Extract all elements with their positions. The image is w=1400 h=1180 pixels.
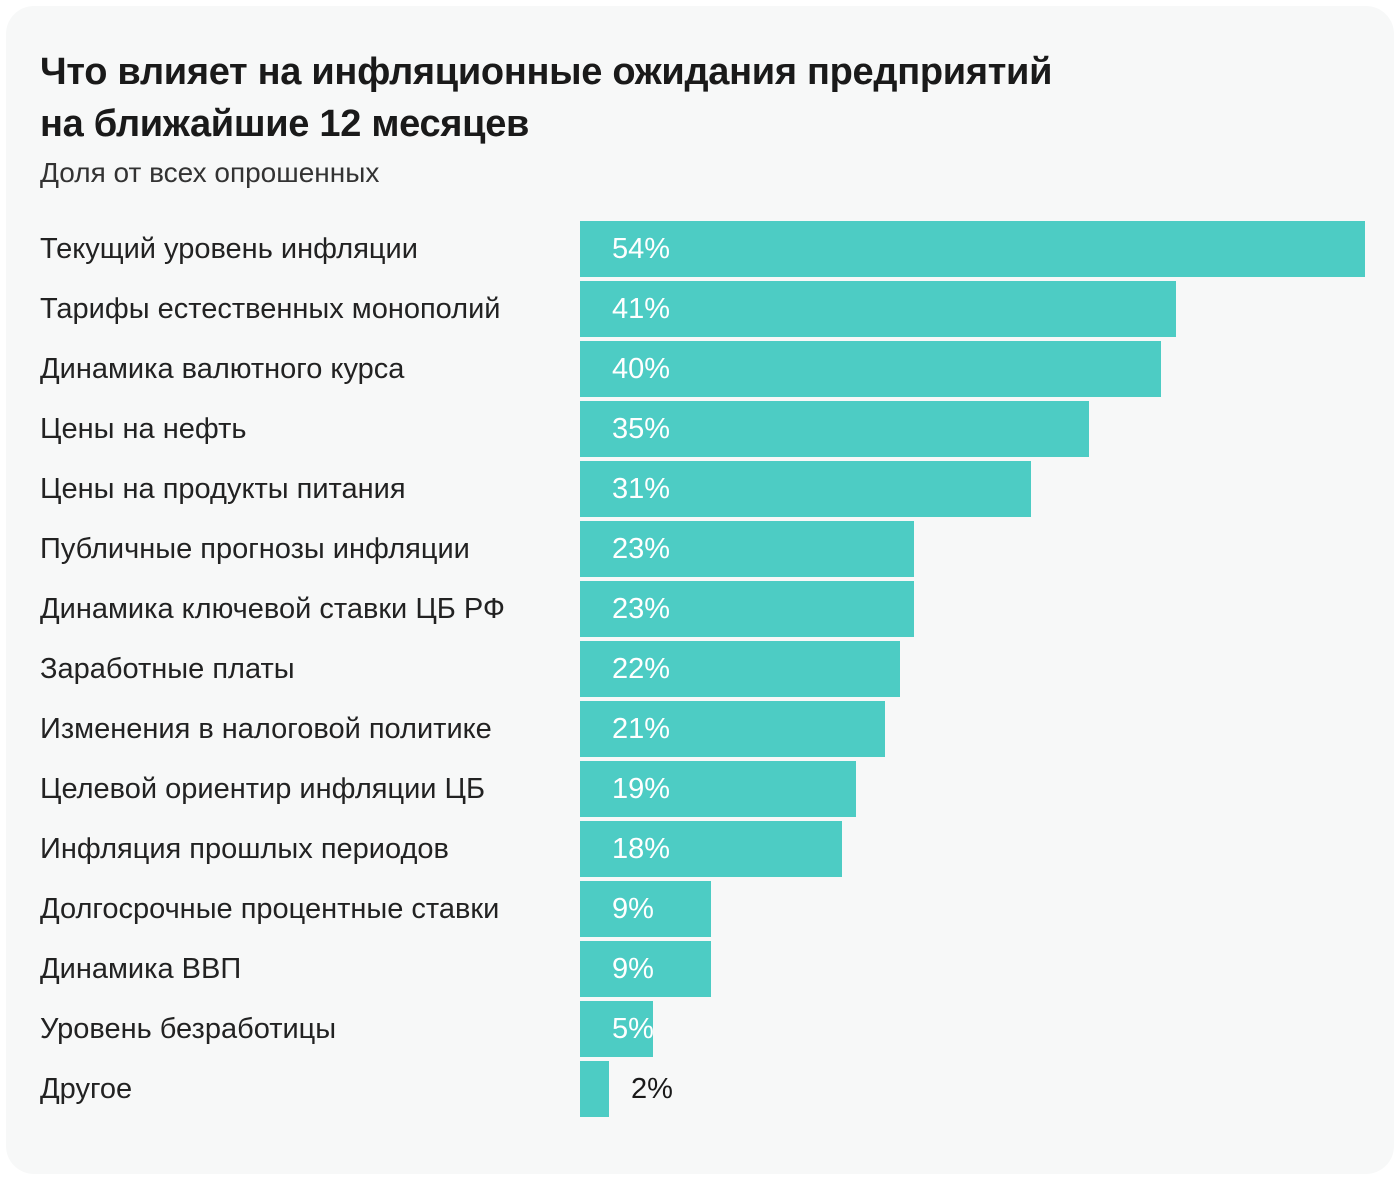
bar-track: 19% <box>580 761 1366 817</box>
bar-row: Динамика ключевой ставки ЦБ РФ 23% <box>40 581 1366 637</box>
bar-track: 9% <box>580 941 1366 997</box>
bar: 41% <box>580 281 1176 337</box>
chart-subtitle: Доля от всех опрошенных <box>40 157 380 188</box>
bar-track: 40% <box>580 341 1366 397</box>
bar-row: Цены на нефть 35% <box>40 401 1366 457</box>
bar <box>580 1061 609 1117</box>
bar-row: Цены на продукты питания 31% <box>40 461 1366 517</box>
bar-row: Тарифы естественных монополий 41% <box>40 281 1366 337</box>
bar-category-label: Заработные платы <box>40 653 295 685</box>
bar: 23% <box>580 581 914 637</box>
bar: 22% <box>580 641 900 697</box>
bar-value-label: 23% <box>612 592 671 625</box>
bar-category-label: Изменения в налоговой политике <box>40 713 492 745</box>
bar-track: 21% <box>580 701 1366 757</box>
chart-title-line-2: на ближайшие 12 месяцев <box>40 103 530 145</box>
bar-row: Публичные прогнозы инфляции 23% <box>40 521 1366 577</box>
bar: 31% <box>580 461 1031 517</box>
bar: 19% <box>580 761 856 817</box>
bar-category-label: Инфляция прошлых периодов <box>40 833 449 865</box>
bar-category-label: Динамика валютного курса <box>40 353 405 385</box>
bar-category-label: Цены на продукты питания <box>40 473 406 505</box>
bar-category-label: Публичные прогнозы инфляции <box>40 533 470 565</box>
bar-value-label: 31% <box>612 472 671 505</box>
bar-row: Текущий уровень инфляции 54% <box>40 221 1366 277</box>
bar-track: 41% <box>580 281 1366 337</box>
bar-value-label: 9% <box>612 892 654 925</box>
bar: 40% <box>580 341 1161 397</box>
bar-row: Уровень безработицы 5% <box>40 1001 1366 1057</box>
bar: 9% <box>580 881 711 937</box>
bar-track: 18% <box>580 821 1366 877</box>
bar-category-label: Тарифы естественных монополий <box>40 293 501 325</box>
bar-category-label: Другое <box>40 1073 133 1105</box>
bar-row: Заработные платы 22% <box>40 641 1366 697</box>
bar-value-label: 35% <box>612 412 671 445</box>
bar-track: 5% <box>580 1001 1366 1057</box>
bar-value-label: 23% <box>612 532 671 565</box>
bar-track: 23% <box>580 521 1366 577</box>
chart-title-line-1: Что влияет на инфляционные ожидания пред… <box>40 51 1053 93</box>
bar-category-label: Динамика ключевой ставки ЦБ РФ <box>40 593 505 625</box>
bar-category-label: Текущий уровень инфляции <box>40 233 418 265</box>
bar: 54% <box>580 221 1365 277</box>
bar-category-label: Целевой ориентир инфляции ЦБ <box>40 773 486 805</box>
bar: 21% <box>580 701 885 757</box>
bar-track: 9% <box>580 881 1366 937</box>
bar: 9% <box>580 941 711 997</box>
bar-chart: Текущий уровень инфляции 54% Тарифы есте… <box>40 221 1366 1117</box>
bar-track: 54% <box>580 221 1366 277</box>
bar-value-label: 5% <box>612 1012 654 1045</box>
bar-category-label: Долгосрочные процентные ставки <box>40 893 500 925</box>
bar-category-label: Уровень безработицы <box>40 1013 337 1045</box>
bar-track: 22% <box>580 641 1366 697</box>
bar-value-label: 18% <box>612 832 671 865</box>
bar-row: Динамика ВВП 9% <box>40 941 1366 997</box>
bar-track: 23% <box>580 581 1366 637</box>
bar-value-label: 19% <box>612 772 671 805</box>
bar: 35% <box>580 401 1089 457</box>
bar-track: 35% <box>580 401 1366 457</box>
bar-row: Изменения в налоговой политике 21% <box>40 701 1366 757</box>
bar-track: 2% <box>580 1061 1366 1117</box>
bar-row: Другое 2% <box>40 1061 1366 1117</box>
bar-category-label: Динамика ВВП <box>40 953 242 985</box>
bar-value-label: 40% <box>612 352 671 385</box>
bar-row: Инфляция прошлых периодов 18% <box>40 821 1366 877</box>
chart-card: Что влияет на инфляционные ожидания пред… <box>6 6 1394 1174</box>
bar-value-label: 22% <box>612 652 671 685</box>
bar: 18% <box>580 821 842 877</box>
bar-track: 31% <box>580 461 1366 517</box>
bar-category-label: Цены на нефть <box>40 413 247 445</box>
bar-row: Целевой ориентир инфляции ЦБ 19% <box>40 761 1366 817</box>
bar: 5% <box>580 1001 654 1057</box>
bar-row: Долгосрочные процентные ставки 9% <box>40 881 1366 937</box>
bar-row: Динамика валютного курса 40% <box>40 341 1366 397</box>
bar-value-label-outside: 2% <box>631 1072 673 1105</box>
bar: 23% <box>580 521 914 577</box>
bar-value-label: 54% <box>612 232 671 265</box>
chart-title: Что влияет на инфляционные ожидания пред… <box>40 46 1366 150</box>
bar-value-label: 9% <box>612 952 654 985</box>
bar-value-label: 21% <box>612 712 671 745</box>
bar-value-label: 41% <box>612 292 671 325</box>
